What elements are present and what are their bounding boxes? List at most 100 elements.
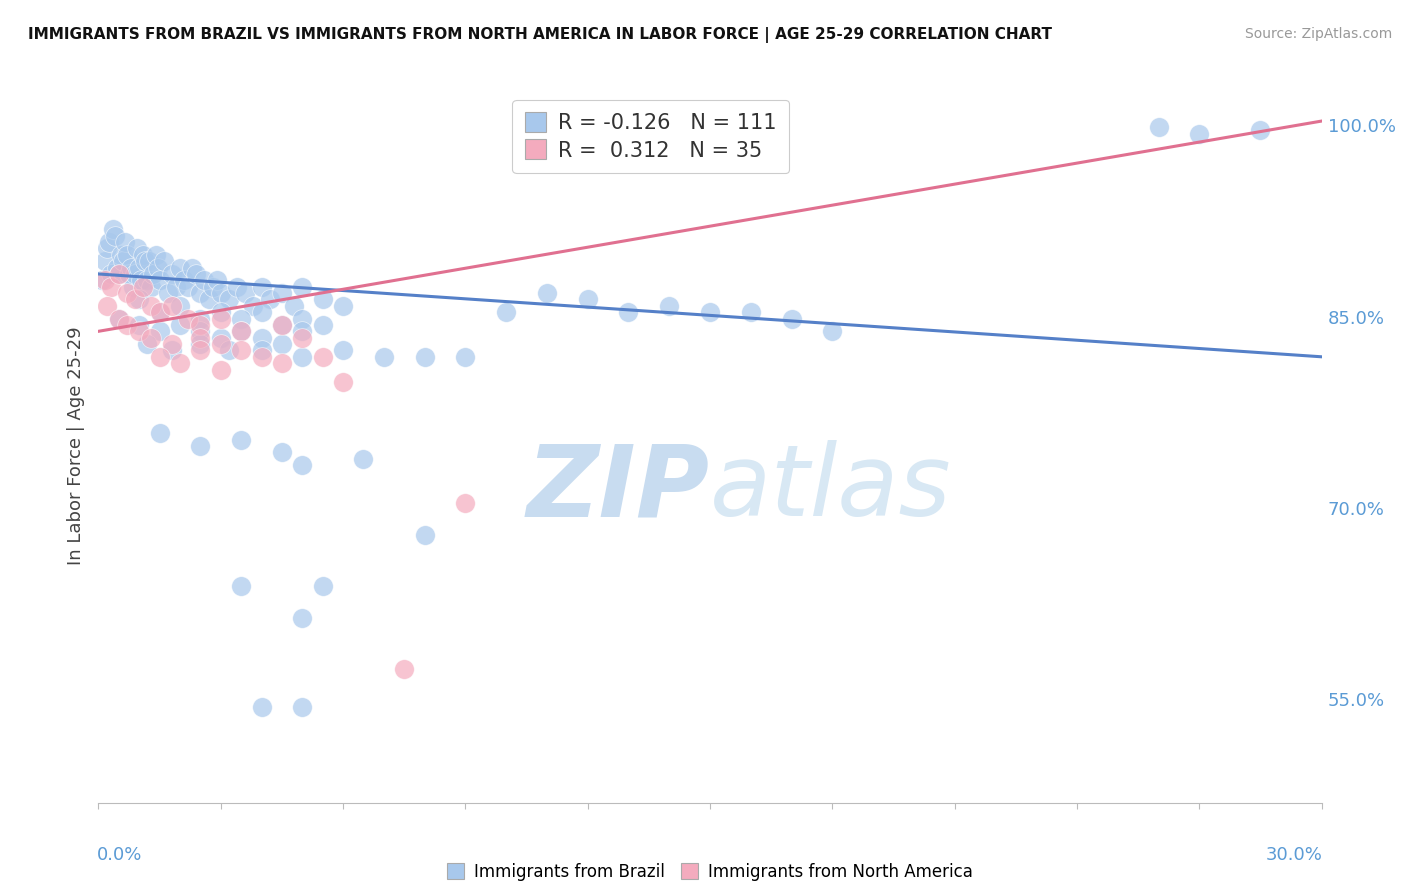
Point <box>291 324 314 338</box>
Point <box>413 528 436 542</box>
Text: 30.0%: 30.0% <box>1265 846 1323 863</box>
Point <box>242 299 264 313</box>
Point <box>108 267 131 281</box>
Point <box>186 267 208 281</box>
Point <box>312 293 335 307</box>
Point <box>188 337 212 351</box>
Point <box>209 286 232 301</box>
Point <box>115 318 138 332</box>
Point <box>291 611 314 625</box>
Point <box>134 254 156 268</box>
Point <box>209 362 232 376</box>
Point <box>332 343 354 358</box>
Point <box>454 496 477 510</box>
Point <box>108 311 131 326</box>
Point <box>201 279 224 293</box>
Point <box>332 299 354 313</box>
Point <box>146 260 169 275</box>
Point <box>205 273 228 287</box>
Legend: Immigrants from Brazil, Immigrants from North America: Immigrants from Brazil, Immigrants from … <box>440 856 980 888</box>
Point <box>149 350 172 364</box>
Point <box>209 337 232 351</box>
Point <box>270 318 294 332</box>
Point <box>1147 120 1170 135</box>
Point <box>127 242 149 256</box>
Point <box>169 260 191 275</box>
Point <box>173 273 195 287</box>
Point <box>413 350 436 364</box>
Point <box>104 228 127 243</box>
Point <box>218 293 240 307</box>
Point <box>291 279 314 293</box>
Point <box>197 293 219 307</box>
Point <box>91 273 114 287</box>
Point <box>97 235 120 249</box>
Point <box>138 254 160 268</box>
Point <box>250 305 273 319</box>
Point <box>177 311 200 326</box>
Point <box>128 324 150 338</box>
Point <box>373 350 395 364</box>
Point <box>536 286 558 301</box>
Point <box>218 343 240 358</box>
Point <box>233 286 256 301</box>
Point <box>193 273 215 287</box>
Text: Source: ZipAtlas.com: Source: ZipAtlas.com <box>1244 27 1392 41</box>
Point <box>312 350 335 364</box>
Point <box>188 324 212 338</box>
Text: atlas: atlas <box>710 441 952 537</box>
Text: 70.0%: 70.0% <box>1327 500 1385 519</box>
Point <box>149 305 172 319</box>
Point <box>226 279 249 293</box>
Point <box>128 260 150 275</box>
Point <box>454 350 477 364</box>
Point <box>105 260 128 275</box>
Point <box>169 356 191 370</box>
Point <box>231 324 253 338</box>
Point <box>259 293 281 307</box>
Point <box>231 343 253 358</box>
Point <box>231 433 253 447</box>
Point <box>291 311 314 326</box>
Text: 55.0%: 55.0% <box>1327 692 1385 710</box>
Point <box>149 426 172 441</box>
Y-axis label: In Labor Force | Age 25-29: In Labor Force | Age 25-29 <box>66 326 84 566</box>
Point <box>291 350 314 364</box>
Point <box>576 293 599 307</box>
Point <box>495 305 517 319</box>
Point <box>658 299 681 313</box>
Point <box>312 318 335 332</box>
Point <box>93 273 115 287</box>
Point <box>270 286 294 301</box>
Point <box>250 350 273 364</box>
Point <box>111 254 134 268</box>
Point <box>129 273 152 287</box>
Point <box>124 267 146 281</box>
Point <box>1188 127 1211 141</box>
Point <box>132 279 155 293</box>
Point <box>699 305 721 319</box>
Point <box>188 318 212 332</box>
Text: 100.0%: 100.0% <box>1327 119 1396 136</box>
Point <box>149 273 172 287</box>
Point <box>188 439 212 453</box>
Point <box>177 279 200 293</box>
Point <box>1249 123 1271 137</box>
Point <box>93 254 115 268</box>
Point <box>250 700 273 714</box>
Point <box>169 318 191 332</box>
Point <box>250 331 273 345</box>
Point <box>250 343 273 358</box>
Point <box>96 242 118 256</box>
Point <box>740 133 762 147</box>
Point <box>283 299 305 313</box>
Point <box>145 248 167 262</box>
Point <box>209 305 232 319</box>
Point <box>100 279 122 293</box>
Point <box>169 299 191 313</box>
Point <box>96 299 118 313</box>
Point <box>156 286 179 301</box>
Point <box>132 248 155 262</box>
Point <box>188 286 212 301</box>
Point <box>250 279 273 293</box>
